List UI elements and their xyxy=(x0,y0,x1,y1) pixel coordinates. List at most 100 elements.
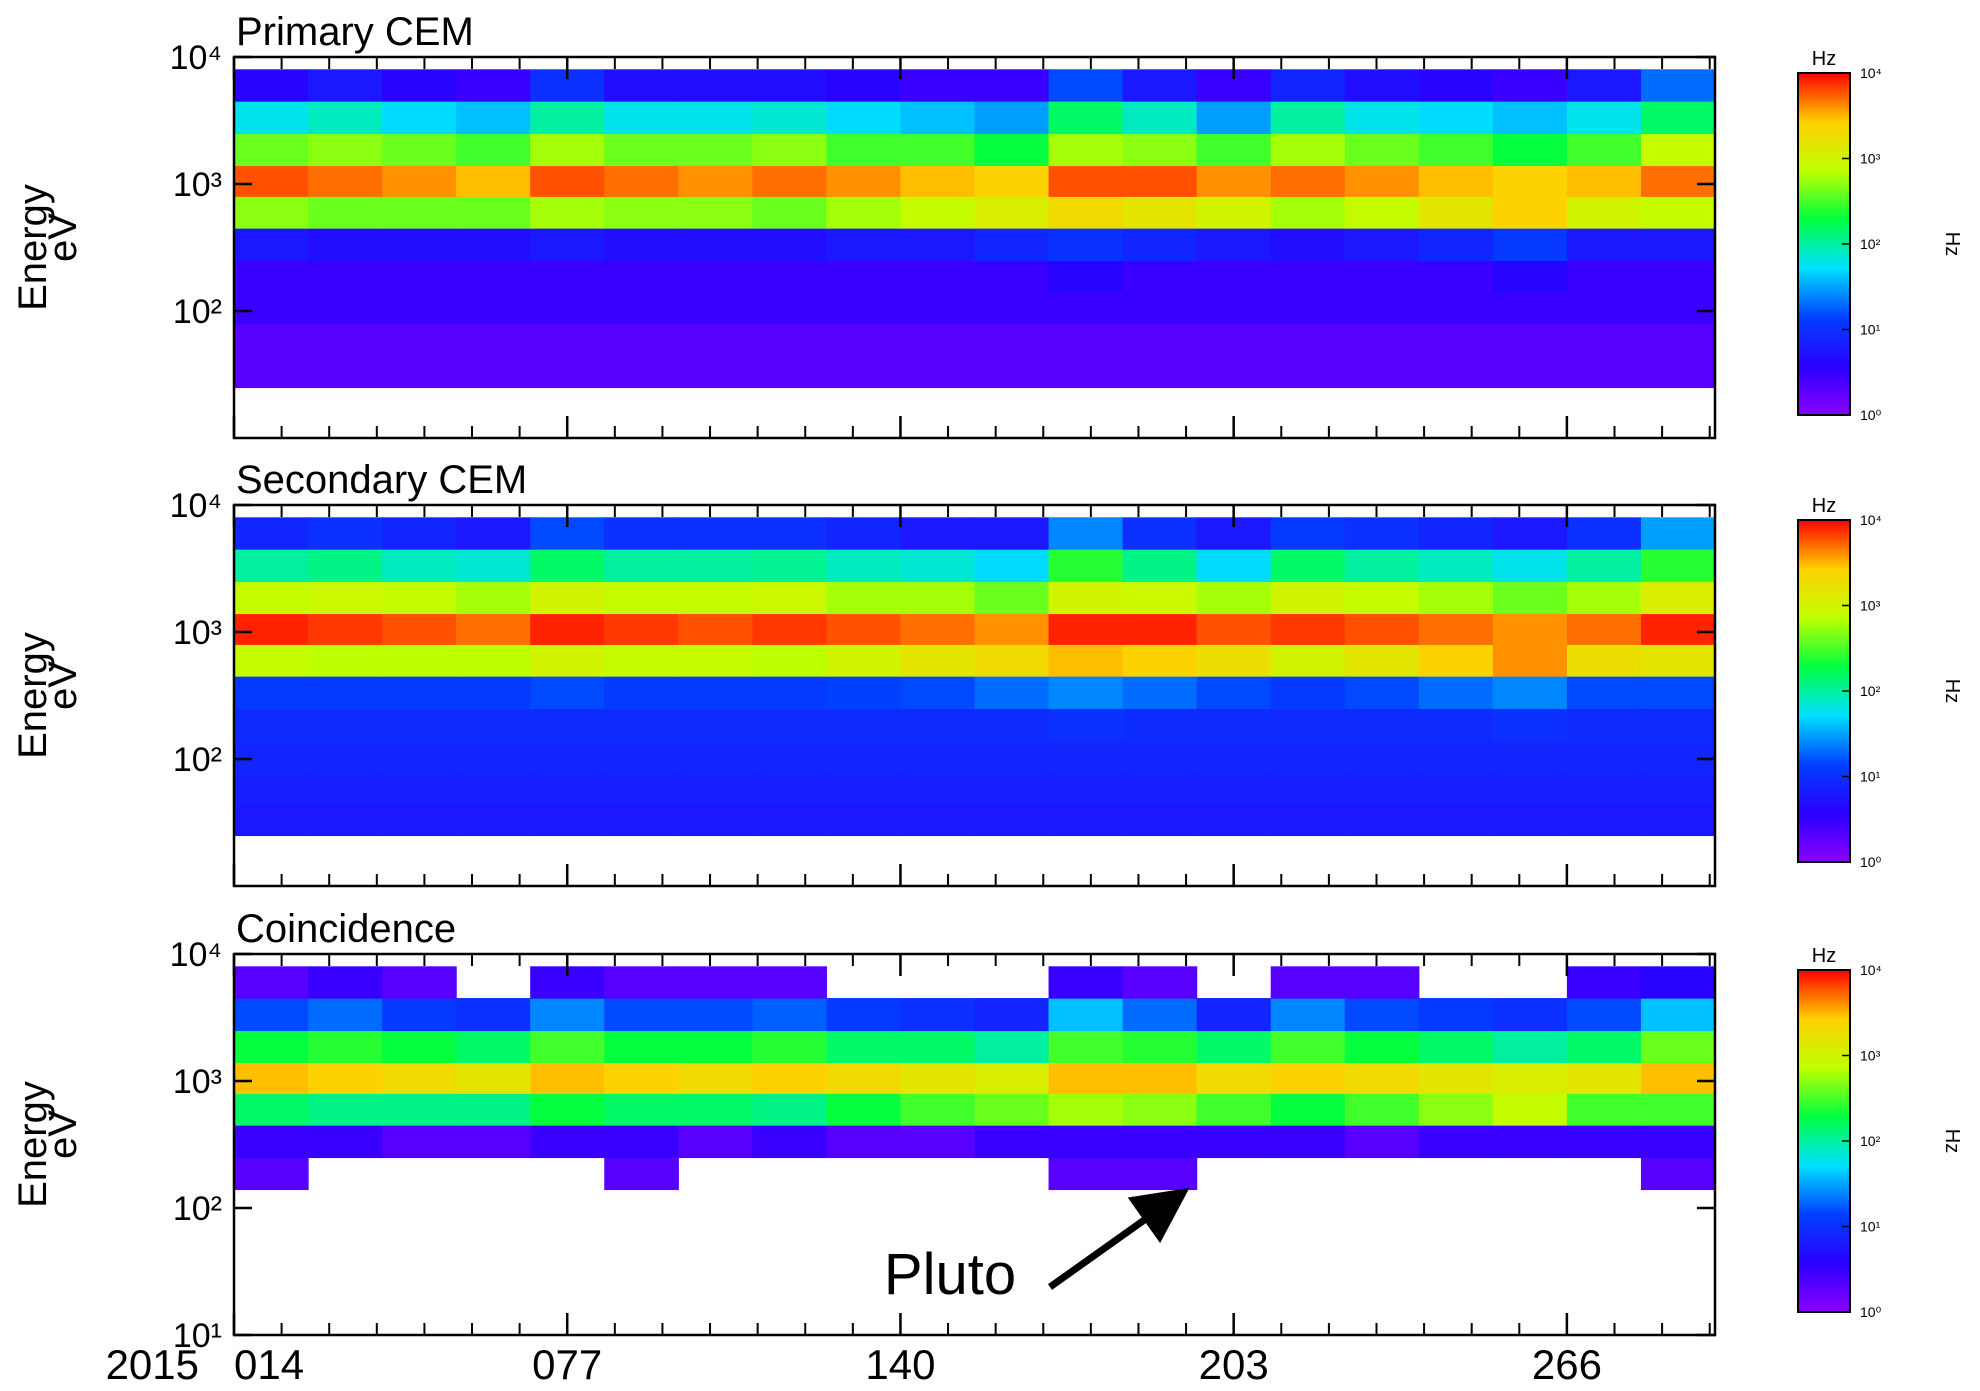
heatmap-cell xyxy=(1418,1062,1494,1094)
heatmap-cell xyxy=(234,966,309,999)
heatmap-cell xyxy=(1492,644,1568,677)
heatmap-cell xyxy=(308,708,383,742)
heatmap-cell xyxy=(1122,740,1198,772)
heatmap-cell xyxy=(456,133,531,167)
heatmap-cell xyxy=(678,644,753,677)
heatmap-cell xyxy=(678,740,753,772)
heatmap-cell xyxy=(974,581,1050,615)
heatmap-cell xyxy=(1640,69,1716,102)
heatmap-cell xyxy=(826,101,902,135)
heatmap-cell xyxy=(974,1030,1050,1064)
heatmap-cell xyxy=(604,803,679,837)
heatmap-cell xyxy=(234,196,309,229)
heatmap-cell xyxy=(1566,998,1642,1032)
heatmap-cell xyxy=(1344,165,1420,197)
heatmap-cell xyxy=(1344,1030,1420,1064)
heatmap-cell xyxy=(456,644,531,677)
y-axis-label-line: Energy xyxy=(11,632,55,759)
heatmap-cell xyxy=(308,355,383,389)
heatmap-cell xyxy=(456,1062,531,1094)
heatmap-cell xyxy=(1492,708,1568,742)
heatmap-cell xyxy=(1640,133,1716,167)
colorbar-tick-label: 10¹ xyxy=(1860,322,1881,338)
heatmap-cell xyxy=(1048,69,1124,102)
heatmap-cell xyxy=(1418,101,1494,135)
heatmap-cell xyxy=(382,613,457,645)
heatmap-cell xyxy=(1640,355,1716,389)
heatmap-cell xyxy=(382,1093,457,1126)
heatmap-cell xyxy=(1270,101,1346,135)
heatmap-cell xyxy=(456,613,531,645)
heatmap-cell xyxy=(1640,101,1716,135)
heatmap-cell xyxy=(1492,517,1568,550)
heatmap-cell xyxy=(456,355,531,389)
heatmap-cell xyxy=(234,355,309,389)
heatmap-cell xyxy=(1640,165,1716,197)
heatmap-cell xyxy=(678,966,753,999)
heatmap-cell xyxy=(1270,196,1346,229)
heatmap-cell xyxy=(974,613,1050,645)
heatmap-cell xyxy=(900,676,976,710)
heatmap-cell xyxy=(1418,196,1494,229)
heatmap-cell xyxy=(1122,581,1198,615)
heatmap-cell xyxy=(1196,260,1272,294)
heatmap-cell xyxy=(752,323,827,356)
heatmap-cell xyxy=(234,133,309,167)
y-tick-label: 10² xyxy=(173,293,222,331)
heatmap-cell xyxy=(382,101,457,135)
heatmap-cell xyxy=(1048,613,1124,645)
heatmap-cell xyxy=(530,708,605,742)
heatmap-cell xyxy=(1196,708,1272,742)
heatmap-cell xyxy=(456,771,531,804)
heatmap-cell xyxy=(900,1030,976,1064)
heatmap-cell xyxy=(1566,133,1642,167)
heatmap-cell xyxy=(234,549,309,583)
heatmap-cell xyxy=(826,1062,902,1094)
heatmap-cell xyxy=(382,676,457,710)
heatmap-cell xyxy=(1048,644,1124,677)
y-tick-label: 10³ xyxy=(173,614,222,652)
heatmap-cell xyxy=(308,133,383,167)
colorbar-tick-label: 10³ xyxy=(1860,1048,1881,1064)
heatmap-cell xyxy=(826,613,902,645)
annotation-arrow xyxy=(1047,1187,1190,1290)
heatmap-cell xyxy=(1270,676,1346,710)
heatmap-cell xyxy=(1048,966,1124,999)
heatmap-cell xyxy=(678,260,753,294)
heatmap-cell xyxy=(900,644,976,677)
heatmap-cell xyxy=(752,708,827,742)
heatmap-cell xyxy=(456,740,531,772)
heatmap-cell xyxy=(1270,228,1346,262)
heatmap-cell xyxy=(604,196,679,229)
heatmap-cell xyxy=(1418,228,1494,262)
heatmap-cell xyxy=(530,1030,605,1064)
heatmap-cell xyxy=(1566,1093,1642,1126)
heatmap-cell xyxy=(678,1093,753,1126)
heatmap-cell xyxy=(826,517,902,550)
y-axis-label: EnergyeV xyxy=(11,1081,85,1208)
heatmap-cell xyxy=(1122,966,1198,999)
heatmap-cell xyxy=(604,260,679,294)
heatmap-cell xyxy=(1418,292,1494,324)
heatmap-cell xyxy=(1122,803,1198,837)
heatmap-cell xyxy=(1492,196,1568,229)
heatmap-cell xyxy=(1270,966,1346,999)
heatmap-cell xyxy=(1566,228,1642,262)
heatmap-cell xyxy=(1492,771,1568,804)
heatmap-cell xyxy=(308,966,383,999)
heatmap-cell xyxy=(1566,517,1642,550)
heatmap-cell xyxy=(456,581,531,615)
heatmap-cell xyxy=(1344,581,1420,615)
heatmap-cell xyxy=(1122,771,1198,804)
heatmap-cell xyxy=(752,1125,827,1159)
heatmap-cell xyxy=(678,581,753,615)
heatmap-cell xyxy=(900,323,976,356)
heatmap-cell xyxy=(678,708,753,742)
y-tick-label: 10³ xyxy=(173,166,222,204)
heatmap-cell xyxy=(604,644,679,677)
heatmap-cell xyxy=(1270,644,1346,677)
heatmap-cell xyxy=(1048,740,1124,772)
heatmap-cell xyxy=(1418,549,1494,583)
heatmap-cell xyxy=(752,998,827,1032)
heatmap-cell xyxy=(826,196,902,229)
